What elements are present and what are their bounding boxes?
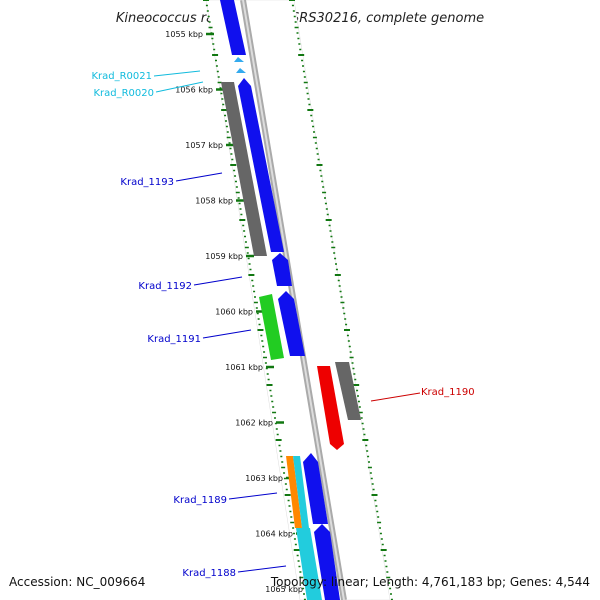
kbp-label: 1058 kbp — [195, 197, 233, 206]
label-krad-1190[interactable]: Krad_1190 — [421, 387, 475, 398]
tick-marks — [203, 0, 393, 600]
kbp-label: 1061 kbp — [225, 363, 263, 372]
gene-krad-1189-rna[interactable] — [293, 456, 309, 528]
label-leaders — [153, 70, 421, 573]
map-title: Kineococcus radiotolerans SRS30216, comp… — [116, 11, 484, 26]
kbp-label: 1056 kbp — [175, 86, 213, 95]
gene-krad-1193-reverse[interactable] — [221, 82, 267, 256]
label-krad-1191[interactable]: Krad_1191 — [147, 334, 201, 345]
kbp-label: 1063 kbp — [245, 474, 283, 483]
gene-features — [220, 0, 361, 600]
leader-krad-1191 — [202, 329, 252, 339]
gene-krad-1188-rna[interactable] — [296, 528, 322, 600]
leader-krad-r0020 — [155, 81, 204, 93]
leader-krad-1193 — [175, 172, 223, 182]
gene-krad-1191[interactable] — [278, 291, 305, 356]
kbp-label: 1055 kbp — [165, 30, 203, 39]
kbp-label: 1062 kbp — [235, 419, 273, 428]
rna-gene-krad-r0020[interactable] — [236, 68, 246, 73]
leader-krad-1192 — [193, 276, 243, 286]
gene-krad-1188[interactable] — [314, 524, 340, 600]
kbp-label: 1065 kbp — [265, 585, 303, 594]
gene-krad-1189[interactable] — [303, 453, 328, 524]
kbp-label: 1060 kbp — [215, 308, 253, 317]
accession-text: Accession: NC_009664 — [9, 575, 145, 589]
kbp-label: 1064 kbp — [255, 530, 293, 539]
label-krad-1192[interactable]: Krad_1192 — [138, 281, 192, 292]
leader-krad-1189 — [228, 492, 278, 500]
kbp-label: 1059 kbp — [205, 252, 243, 261]
gene-krad-1191-pseudo[interactable] — [259, 294, 284, 360]
label-krad-1189[interactable]: Krad_1189 — [173, 495, 227, 506]
leader-krad-r0021 — [153, 70, 201, 77]
gene-krad-1190[interactable] — [317, 366, 344, 450]
label-krad-1193[interactable]: Krad_1193 — [120, 177, 174, 188]
rna-gene-krad-r0021[interactable] — [234, 57, 244, 62]
gene-krad-1190-reverse[interactable] — [335, 362, 361, 420]
gene-krad-1189-other[interactable] — [286, 456, 302, 528]
summary-text: Topology: linear; Length: 4,761,183 bp; … — [270, 575, 590, 589]
gene-krad-1193[interactable] — [238, 78, 284, 252]
leader-krad-1188 — [237, 565, 287, 573]
gene-krad-1192[interactable] — [272, 253, 292, 286]
gene-block-top-forward[interactable] — [220, 0, 246, 55]
leader-krad-1190 — [370, 392, 421, 402]
kbp-label: 1057 kbp — [185, 141, 223, 150]
gene-labels: Krad_R0021 Krad_R0020 Krad_1193 Krad_119… — [91, 71, 474, 579]
label-krad-r0021[interactable]: Krad_R0021 — [91, 71, 152, 82]
label-krad-1188[interactable]: Krad_1188 — [182, 568, 236, 579]
label-krad-r0020[interactable]: Krad_R0020 — [93, 88, 154, 99]
